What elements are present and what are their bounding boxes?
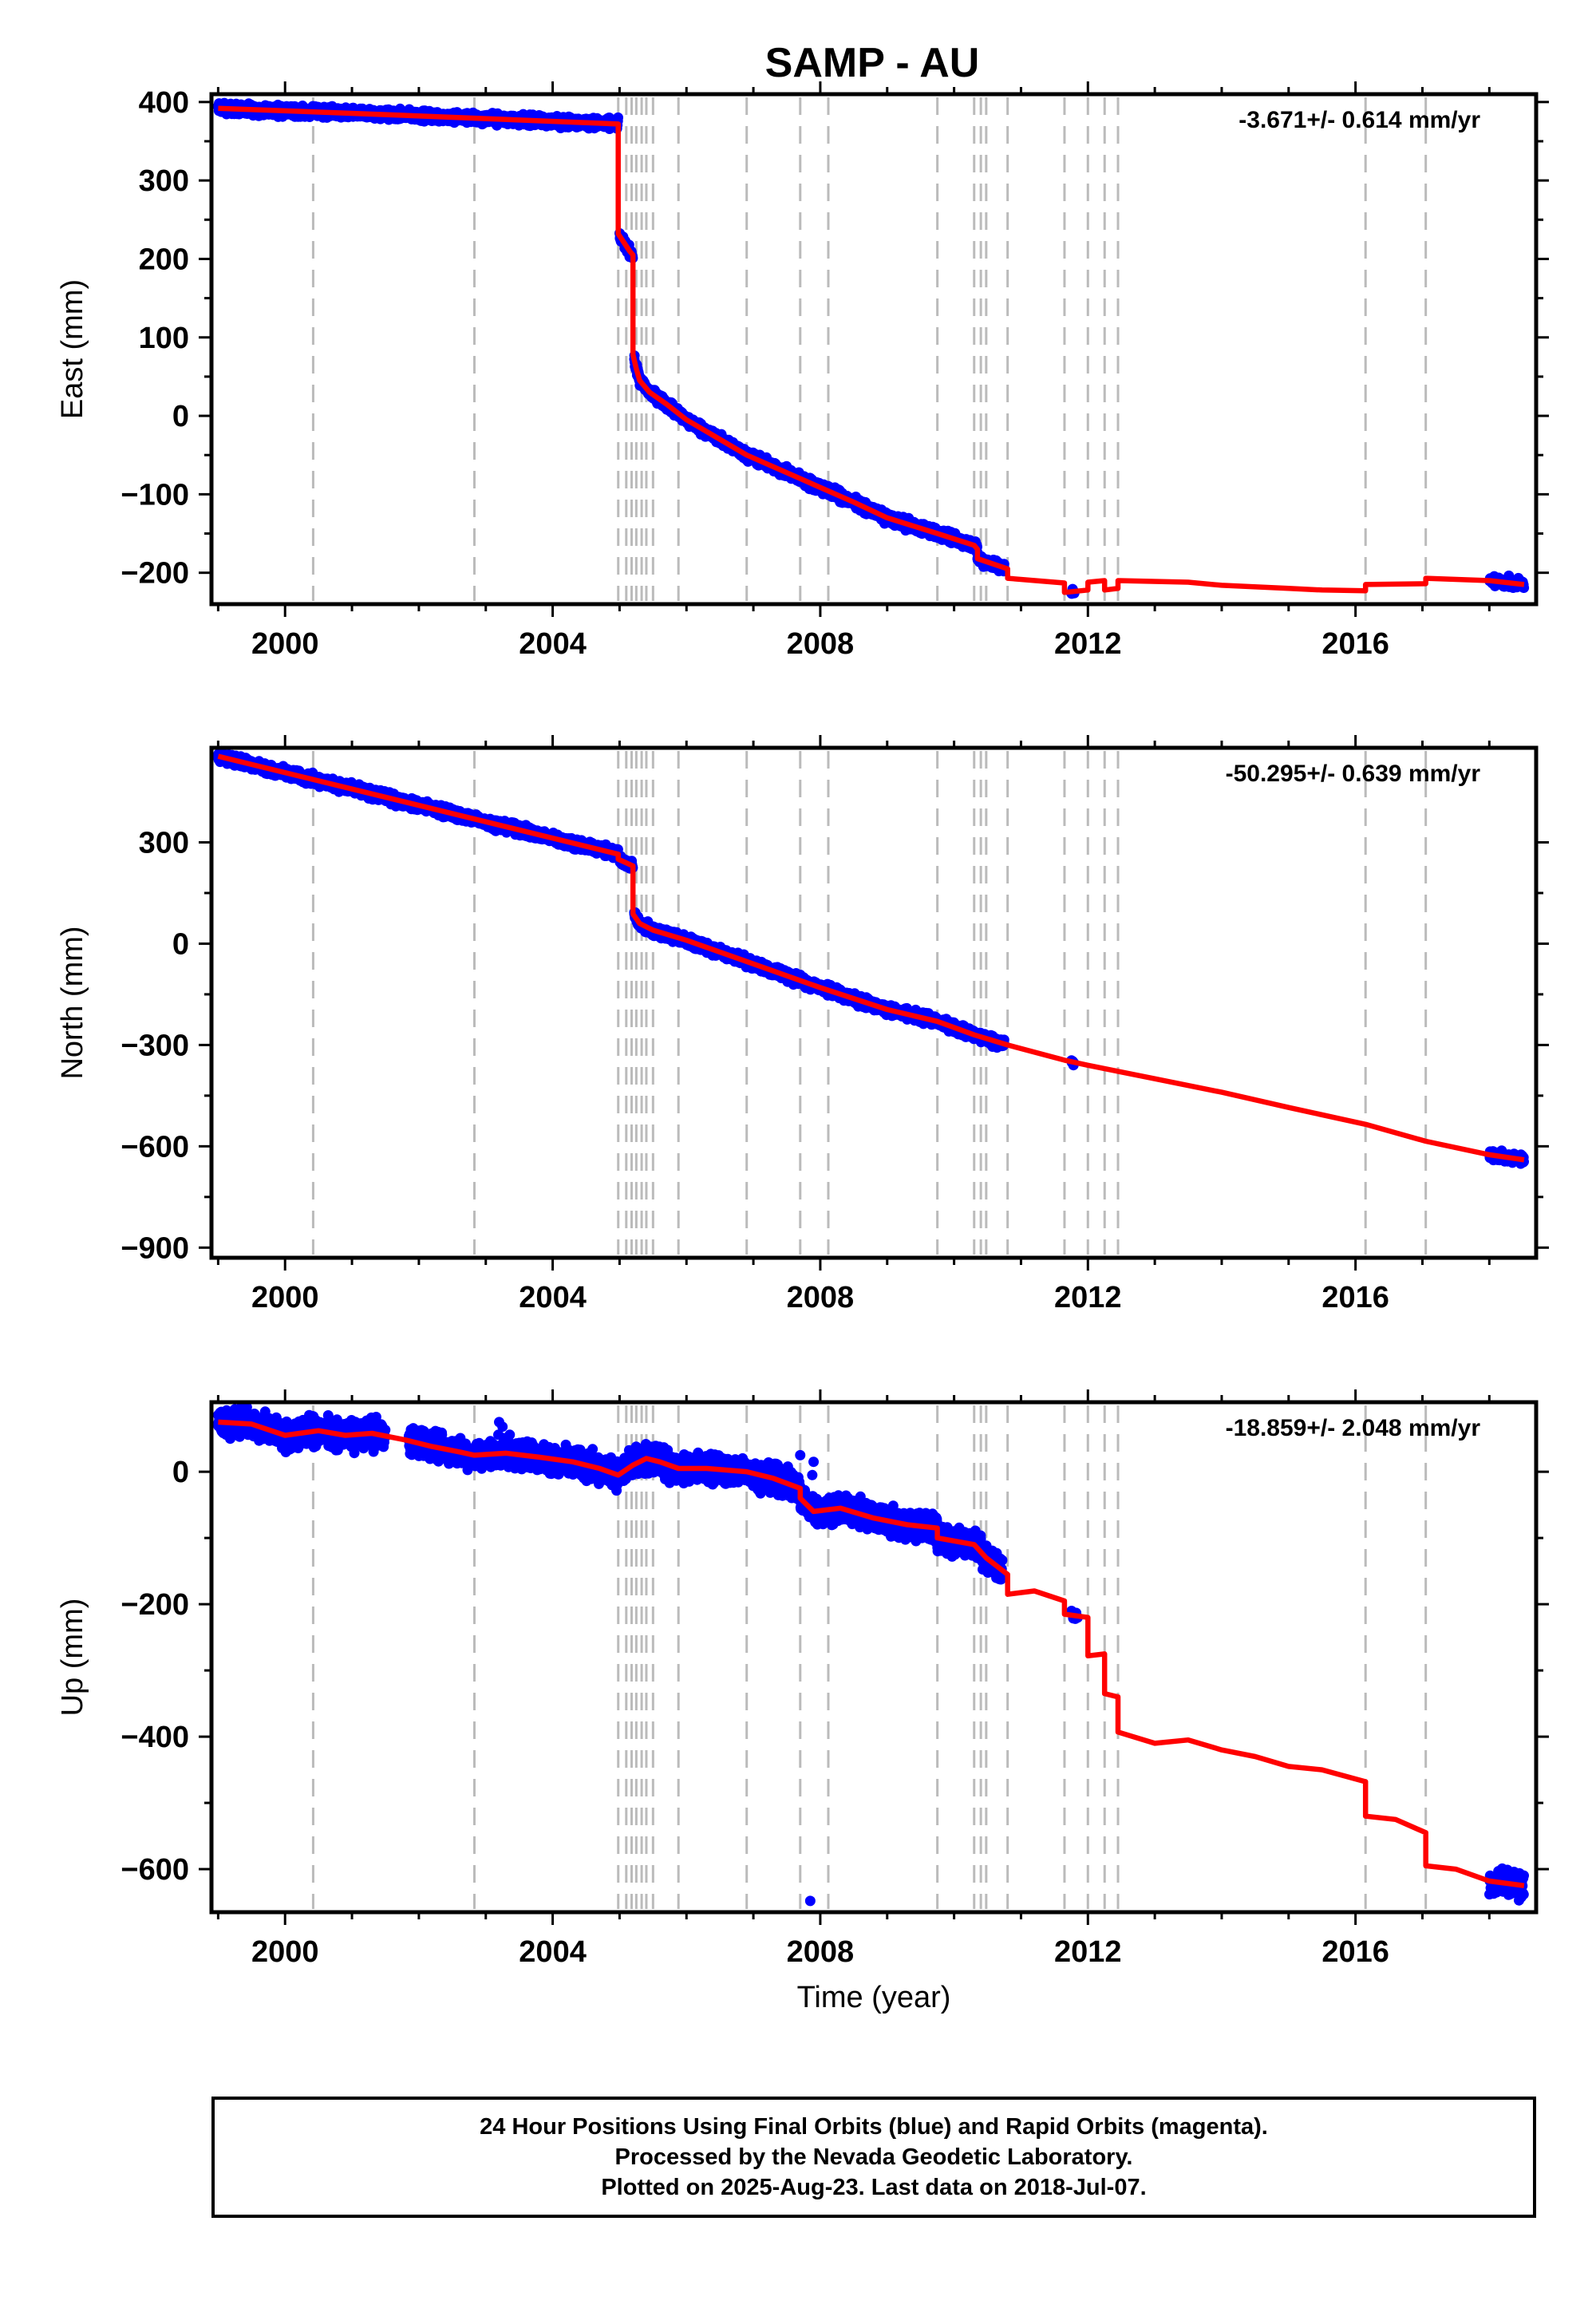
y-ticks: −200 −100 0 100 200 300 400 [120,86,1549,591]
y-tick-label: 0 [172,400,189,433]
y-tick-label: 400 [139,86,189,120]
y-axis-label: East (mm) [56,279,89,419]
x-tick-label: 2004 [519,627,587,661]
x-tick-label: 2000 [251,627,319,661]
chart-title: SAMP - AU [765,40,980,86]
y-tick-label: −100 [120,478,189,512]
data-points [213,97,1530,599]
y-tick-label: 200 [139,243,189,276]
north-panel: 2000 2004 2008 2012 2016−900−600−3000300Nort… [56,735,1549,1314]
model-line [218,105,1525,595]
event-lines [311,751,1428,1255]
x-tick-label: 2016 [1321,627,1389,661]
x-tick-label: 2008 [787,627,855,661]
y-tick-label: 300 [139,164,189,198]
data-point [613,112,623,123]
x-ticks: 2000 2004 2008 2012 2016 [216,81,1491,661]
plot-frame [209,92,1539,607]
data-points [212,748,1529,1169]
east-panel: 2000 2004 2008 2012 2016 −200 −100 0 100 200 300 40… [56,81,1549,661]
y-tick-label: −200 [120,557,189,591]
event-lines [311,97,1428,601]
x-tick-label: 2012 [1054,627,1122,661]
rate-annotation: -3.671+/- 0.614 mm/yr [1238,107,1480,133]
y-tick-label: 100 [139,322,189,355]
